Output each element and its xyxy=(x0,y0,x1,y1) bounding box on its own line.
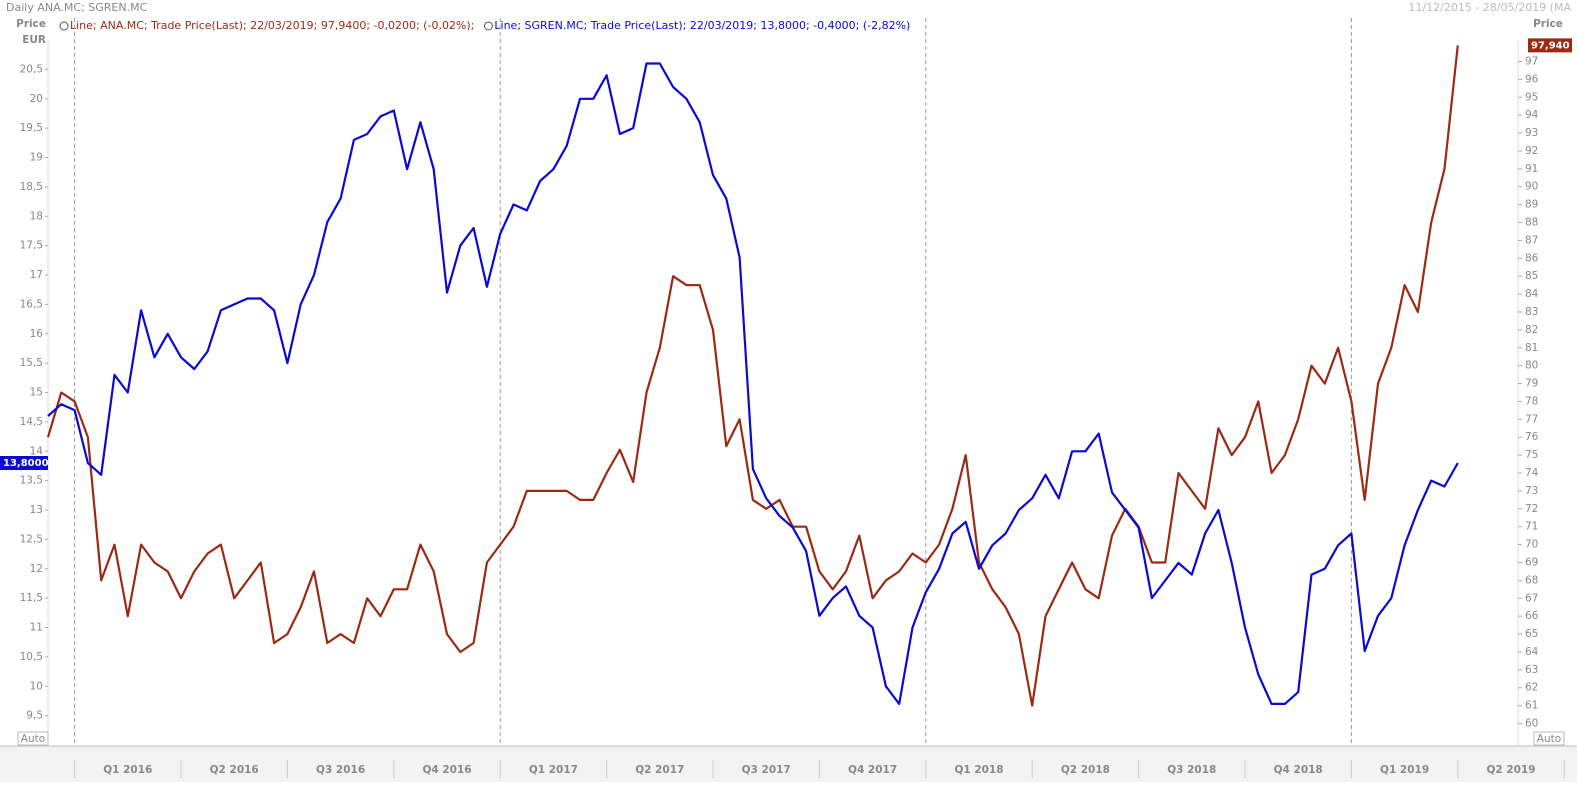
y2-tick-label: 72 xyxy=(1525,503,1538,515)
x-axis-strip xyxy=(0,746,1577,782)
last-value-tag xyxy=(1528,38,1572,53)
y-tick-label: 17 xyxy=(30,269,43,281)
x-tick-label: Q2 2019 xyxy=(1486,764,1535,776)
x-tick-label: Q1 2019 xyxy=(1380,764,1429,776)
legend-icon xyxy=(483,21,493,31)
y2-tick-label: 91 xyxy=(1525,163,1538,175)
y-tick-label: 10,5 xyxy=(20,651,43,663)
y2-tick-label: 67 xyxy=(1525,592,1538,604)
x-tick-label: Q4 2016 xyxy=(422,764,471,776)
y-tick-label: 20 xyxy=(30,93,43,105)
last-value-tag xyxy=(0,456,48,470)
y-tick-label: 11,5 xyxy=(20,592,43,604)
y2-tick-label: 73 xyxy=(1525,485,1538,497)
y2-tick-label: 74 xyxy=(1525,467,1539,479)
y-tick-label: 16,5 xyxy=(20,298,43,310)
y2-tick-label: 88 xyxy=(1525,217,1538,229)
y2-tick-label: 61 xyxy=(1525,700,1538,712)
legend-icon xyxy=(59,21,69,31)
y2-tick-label: 86 xyxy=(1525,252,1539,264)
x-tick-label: Q4 2018 xyxy=(1274,764,1323,776)
x-tick-label: Q2 2018 xyxy=(1061,764,1110,776)
x-tick-label: Q1 2017 xyxy=(529,764,578,776)
x-tick-label: Q2 2016 xyxy=(210,764,259,776)
x-tick-label: Q4 2017 xyxy=(848,764,897,776)
y2-tick-label: 60 xyxy=(1525,718,1538,730)
series-line xyxy=(47,62,1459,705)
y-tick-label: 17,5 xyxy=(20,240,43,252)
y-tick-label: 14 xyxy=(30,445,44,457)
auto-label[interactable]: Auto xyxy=(1537,733,1561,745)
y2-tick-label: 69 xyxy=(1525,556,1538,568)
y2-tick-label: 77 xyxy=(1525,413,1538,425)
y-tick-label: 9,5 xyxy=(26,710,43,722)
y-tick-label: 19 xyxy=(30,152,43,164)
last-value-label: 13,8000 xyxy=(3,458,49,469)
y2-tick-label: 70 xyxy=(1525,539,1538,551)
legend-label: Line; ANA.MC; Trade Price(Last); 22/03/2… xyxy=(70,19,474,32)
x-tick-label: Q3 2016 xyxy=(316,764,365,776)
y-tick-label: 18 xyxy=(30,210,43,222)
y-tick-label: 12,5 xyxy=(20,533,43,545)
series-line xyxy=(46,45,1459,707)
y2-tick-label: 64 xyxy=(1525,646,1539,658)
y2-tick-label: 97 xyxy=(1525,55,1538,67)
y2-tick-label: 65 xyxy=(1525,628,1538,640)
y2-tick-label: 71 xyxy=(1525,521,1538,533)
y-tick-label: 15,5 xyxy=(20,357,43,369)
y-label: Price xyxy=(16,18,46,30)
y-tick-label: 19,5 xyxy=(20,122,43,134)
y-tick-label: 15 xyxy=(30,387,43,399)
y2-tick-label: 63 xyxy=(1525,664,1538,676)
y2-tick-label: 95 xyxy=(1525,91,1538,103)
y-tick-label: 20,5 xyxy=(20,63,43,75)
y2-tick-label: 85 xyxy=(1525,270,1538,282)
y2-tick-label: 93 xyxy=(1525,127,1538,139)
auto-button[interactable] xyxy=(1533,731,1565,746)
x-tick-label: Q1 2018 xyxy=(954,764,1003,776)
y2-tick-label: 96 xyxy=(1525,73,1539,85)
y2-tick-label: 94 xyxy=(1525,109,1539,121)
y2-tick-label: 84 xyxy=(1525,288,1539,300)
y2-tick-label: 76 xyxy=(1525,431,1539,443)
y2-tick-label: 90 xyxy=(1525,181,1538,193)
x-tick-label: Q3 2017 xyxy=(742,764,791,776)
x-tick-label: Q3 2018 xyxy=(1167,764,1216,776)
y-tick-label: 13,5 xyxy=(20,475,43,487)
y2-tick-label: 79 xyxy=(1525,378,1538,390)
chart-title: Daily ANA.MC; SGREN.MC xyxy=(6,1,148,14)
y2-tick-label: 82 xyxy=(1525,324,1538,336)
y2-tick-label: 68 xyxy=(1525,574,1538,586)
legend-label: Line; SGREN.MC; Trade Price(Last); 22/03… xyxy=(494,19,910,32)
y-tick-label: 18,5 xyxy=(20,181,43,193)
auto-label[interactable]: Auto xyxy=(21,733,45,745)
y2-tick-label: 83 xyxy=(1525,306,1538,318)
y-tick-label: 10 xyxy=(30,680,43,692)
auto-button[interactable] xyxy=(17,731,49,746)
last-value-label: 97,940 xyxy=(1531,40,1570,51)
y2-tick-label: 78 xyxy=(1525,395,1538,407)
y2-tick-label: 62 xyxy=(1525,682,1538,694)
y2-tick-label: 89 xyxy=(1525,199,1538,211)
y-unit: EUR xyxy=(22,34,46,46)
y2-tick-label: 87 xyxy=(1525,234,1538,246)
y2-tick-label: 75 xyxy=(1525,449,1538,461)
y2-tick-label: 80 xyxy=(1525,360,1538,372)
y-tick-label: 13 xyxy=(30,504,43,516)
date-range: 11/12/2015 - 28/05/2019 (MA xyxy=(1408,1,1571,14)
y2-label: Price xyxy=(1533,18,1563,30)
y-tick-label: 14,5 xyxy=(20,416,43,428)
y-tick-label: 16 xyxy=(30,328,44,340)
y-tick-label: 12 xyxy=(30,563,43,575)
y2-tick-label: 66 xyxy=(1525,610,1539,622)
y2-tick-label: 92 xyxy=(1525,145,1538,157)
legend: Line; ANA.MC; Trade Price(Last); 22/03/2… xyxy=(59,19,910,32)
y2-tick-label: 81 xyxy=(1525,342,1538,354)
x-tick-label: Q2 2017 xyxy=(635,764,684,776)
x-tick-label: Q1 2016 xyxy=(103,764,152,776)
y-tick-label: 11 xyxy=(30,622,43,634)
